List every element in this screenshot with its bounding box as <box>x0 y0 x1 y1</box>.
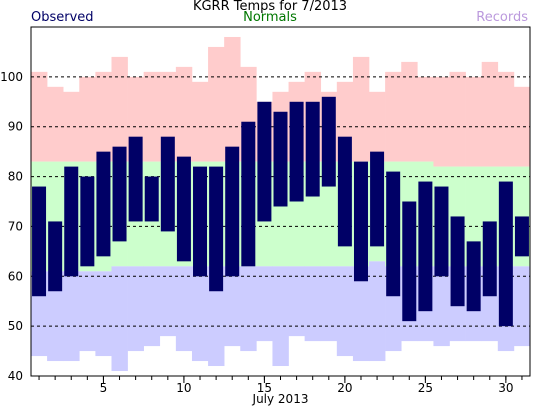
x-tick-5: 5 <box>100 381 108 395</box>
record-low-band-day-18 <box>304 266 322 342</box>
observed-bar-day-21 <box>353 161 368 282</box>
observed-bar-day-26 <box>434 186 449 277</box>
record-high-band-day-4 <box>79 76 96 162</box>
observed-bar-day-6 <box>112 146 127 242</box>
record-low-band-day-26 <box>433 266 450 347</box>
observed-bar-day-15 <box>257 101 272 222</box>
observed-bar-day-8 <box>144 176 159 222</box>
chart-title: KGRR Temps for 7/2013 <box>192 0 348 14</box>
observed-bar-day-22 <box>370 151 385 247</box>
observed-bars <box>32 96 529 327</box>
record-high-band-day-5 <box>95 71 112 162</box>
record-low-band-day-17 <box>288 266 305 337</box>
record-low-band-day-8 <box>143 266 161 347</box>
legend-observed: Observed <box>31 10 94 25</box>
x-tick-30: 30 <box>498 381 513 395</box>
record-high-band-day-2 <box>47 86 64 162</box>
observed-bar-day-29 <box>482 221 497 297</box>
record-high-band-day-3 <box>63 91 80 162</box>
y-tick-100: 100 <box>0 70 23 84</box>
record-high-band-day-1 <box>31 71 48 162</box>
record-high-band-day-10 <box>175 66 193 162</box>
record-high-band-day-30 <box>497 71 515 167</box>
observed-bar-day-16 <box>273 111 288 207</box>
observed-bar-day-18 <box>305 101 320 197</box>
legend-normals: Normals <box>243 10 297 25</box>
record-high-band-day-12 <box>208 46 225 162</box>
x-tick-15: 15 <box>257 381 272 395</box>
observed-bar-day-20 <box>337 136 352 247</box>
record-high-band-day-26 <box>433 76 450 167</box>
record-low-band-day-4 <box>79 271 96 352</box>
record-low-band-day-20 <box>336 266 354 357</box>
observed-bar-day-25 <box>418 181 433 312</box>
record-low-band-day-14 <box>240 266 257 352</box>
y-tick-90: 90 <box>8 120 23 134</box>
observed-bar-day-7 <box>128 136 143 222</box>
y-tick-70: 70 <box>8 219 23 233</box>
y-tick-60: 60 <box>8 269 23 283</box>
observed-bar-day-17 <box>289 101 304 202</box>
record-low-band-day-16 <box>272 266 289 367</box>
observed-bar-day-4 <box>80 176 95 267</box>
record-high-band-day-11 <box>191 81 209 162</box>
x-tick-25: 25 <box>418 381 433 395</box>
record-high-band-day-27 <box>449 71 466 167</box>
x-tick-20: 20 <box>337 381 352 395</box>
record-low-band-day-2 <box>47 271 64 362</box>
y-tick-50: 50 <box>8 319 23 333</box>
observed-bar-day-12 <box>209 166 224 292</box>
record-high-band-day-23 <box>385 71 402 162</box>
record-low-band-day-9 <box>159 266 177 337</box>
observed-bar-day-3 <box>64 166 79 277</box>
observed-bar-day-2 <box>48 221 63 292</box>
x-tick-10: 10 <box>176 381 191 395</box>
observed-bar-day-19 <box>321 96 336 187</box>
record-low-band-day-7 <box>127 266 144 352</box>
record-high-band-day-28 <box>465 76 483 167</box>
observed-bar-day-23 <box>386 171 401 297</box>
x-tick-labels: 5 10 15 20 25 30 <box>38 376 523 395</box>
record-high-band-day-25 <box>417 76 434 162</box>
y-tick-labels: 40 50 60 70 80 90 100 <box>0 70 23 383</box>
record-high-band-day-21 <box>352 56 370 162</box>
x-axis-label: July 2013 <box>252 392 309 406</box>
observed-bar-day-13 <box>225 146 240 277</box>
record-high-band-day-29 <box>481 61 499 167</box>
observed-bar-day-31 <box>514 216 529 257</box>
observed-bar-day-30 <box>498 181 513 327</box>
observed-bar-day-27 <box>450 216 465 307</box>
record-low-band-day-21 <box>352 266 370 362</box>
observed-bar-day-24 <box>402 201 417 322</box>
observed-bar-day-9 <box>160 136 175 232</box>
record-low-band-day-15 <box>256 266 273 342</box>
record-high-band-day-24 <box>401 61 418 162</box>
record-low-band-day-6 <box>111 266 128 372</box>
record-high-band-day-13 <box>224 36 241 162</box>
normal-band-day-19 <box>320 161 338 267</box>
observed-bar-day-10 <box>176 156 191 262</box>
record-low-band-day-10 <box>175 266 193 352</box>
legend-records: Records <box>476 10 528 25</box>
observed-bar-day-5 <box>96 151 111 257</box>
record-high-band-day-6 <box>111 56 128 162</box>
observed-bar-day-14 <box>241 121 256 267</box>
record-low-band-day-3 <box>63 271 80 362</box>
observed-bar-day-1 <box>32 186 47 297</box>
record-low-band-day-19 <box>320 266 338 342</box>
y-tick-80: 80 <box>8 170 23 184</box>
record-high-band-day-31 <box>513 86 531 167</box>
observed-bar-day-28 <box>466 241 481 312</box>
record-low-band-day-31 <box>513 266 531 347</box>
record-high-band-day-22 <box>369 91 386 162</box>
observed-bar-day-11 <box>193 166 208 277</box>
record-low-band-day-13 <box>224 266 241 347</box>
y-tick-40: 40 <box>8 369 23 383</box>
record-low-band-day-5 <box>95 271 112 357</box>
record-low-band-day-22 <box>369 261 386 362</box>
record-low-band-day-11 <box>191 266 209 362</box>
record-high-band-day-8 <box>143 71 161 162</box>
